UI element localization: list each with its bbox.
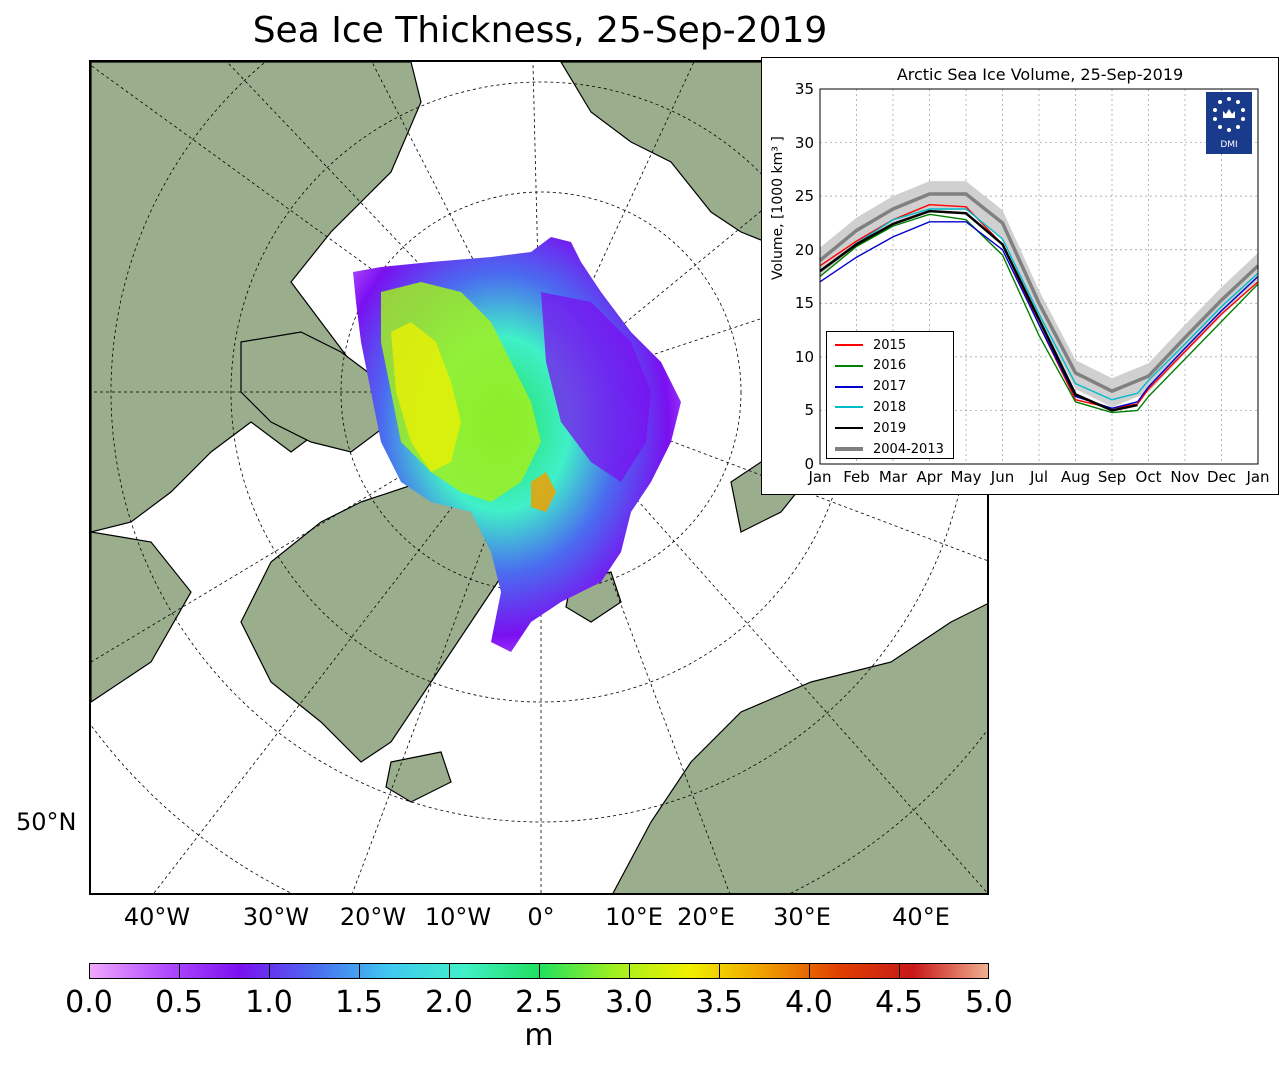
lon-label-30w: 30°W bbox=[242, 903, 310, 931]
x-tick-label: Jan bbox=[1246, 468, 1270, 486]
legend-item: 2017 bbox=[835, 378, 906, 396]
legend-item: 2018 bbox=[835, 398, 906, 416]
legend-label: 2019 bbox=[873, 420, 907, 436]
y-tick-label: 10 bbox=[794, 347, 814, 366]
iceland-land bbox=[385, 751, 452, 803]
colorbar-tick-label: 4.5 bbox=[875, 985, 923, 1020]
colorbar-tick-label: 4.0 bbox=[785, 985, 833, 1020]
legend-label: 2018 bbox=[873, 399, 907, 415]
colorbar-tick-mark bbox=[899, 963, 900, 979]
series-line-2018 bbox=[819, 208, 1259, 401]
y-tick-label: 35 bbox=[794, 80, 814, 98]
volume-chart bbox=[818, 88, 1260, 465]
lon-label-10w: 10°W bbox=[424, 903, 492, 931]
climatology-band bbox=[820, 181, 1258, 408]
legend-swatch bbox=[835, 427, 863, 430]
crown-stars-icon bbox=[1213, 97, 1245, 132]
lon-label-40e: 40°E bbox=[892, 903, 950, 931]
colorbar-tick-mark bbox=[539, 963, 540, 979]
y-tick-label: 15 bbox=[794, 294, 814, 313]
series-line-2019 bbox=[819, 209, 1138, 412]
x-tick-label: Oct bbox=[1135, 468, 1162, 486]
max-ice-patch bbox=[531, 472, 556, 512]
legend-item: 2015 bbox=[835, 336, 906, 354]
x-tick-label: Aug bbox=[1060, 468, 1091, 486]
inset-title: Arctic Sea Ice Volume, 25-Sep-2019 bbox=[896, 65, 1184, 84]
scandinavia-land bbox=[612, 603, 987, 893]
colorbar-unit: m bbox=[524, 1018, 554, 1053]
dmi-logo: DMI bbox=[1206, 92, 1252, 154]
legend-swatch bbox=[835, 344, 863, 346]
series-line-2004-2013 bbox=[818, 192, 1260, 394]
colorbar-tick-mark bbox=[179, 963, 180, 979]
x-tick-label: Sep bbox=[1097, 468, 1127, 486]
legend-label: 2015 bbox=[873, 337, 907, 353]
y-tick-label: 0 bbox=[804, 455, 814, 473]
lon-label-0: 0° bbox=[527, 903, 555, 931]
lon-label-10e: 10°E bbox=[605, 903, 663, 931]
x-tick-label: Mar bbox=[878, 468, 908, 486]
legend-swatch bbox=[835, 447, 863, 451]
x-tick-label: Feb bbox=[843, 468, 870, 486]
inset-legend: 2015 2016 2017 2018 2019 2004-2013 bbox=[826, 331, 954, 459]
x-tick-label: Dec bbox=[1206, 468, 1237, 486]
lon-label-20w: 20°W bbox=[339, 903, 407, 931]
legend-swatch bbox=[835, 385, 863, 388]
legend-label: 2016 bbox=[873, 358, 907, 374]
legend-swatch bbox=[835, 364, 863, 367]
x-tick-label: Nov bbox=[1170, 468, 1200, 486]
legend-label: 2004-2013 bbox=[873, 441, 944, 457]
labrador-land bbox=[91, 531, 192, 703]
dmi-logo-text: DMI bbox=[1220, 140, 1238, 150]
colorbar-tick-label: 0.5 bbox=[155, 985, 203, 1020]
colorbar-tick-mark bbox=[449, 963, 450, 979]
legend-item: 2019 bbox=[835, 419, 906, 437]
y-tick-label: 25 bbox=[794, 187, 814, 206]
colorbar-tick-mark bbox=[809, 963, 810, 979]
colorbar-tick-label: 3.0 bbox=[605, 985, 653, 1020]
colorbar-tick-mark bbox=[719, 963, 720, 979]
lat-label-50n: 50°N bbox=[16, 808, 77, 836]
y-tick-label: 20 bbox=[794, 240, 814, 259]
colorbar-tick-label: 3.5 bbox=[695, 985, 743, 1020]
colorbar-tick-mark bbox=[359, 963, 360, 979]
thicker-ice-zone bbox=[391, 322, 461, 472]
y-tick-label: 30 bbox=[794, 133, 814, 152]
colorbar-tick-mark bbox=[629, 963, 630, 979]
y-tick-label: 5 bbox=[804, 401, 814, 420]
map-canvas bbox=[91, 62, 987, 893]
x-tick-label: May bbox=[950, 468, 982, 486]
colorbar-tick-label: 0.0 bbox=[65, 985, 113, 1020]
x-tick-label: Jan bbox=[808, 468, 832, 486]
colorbar-tick-mark bbox=[269, 963, 270, 979]
colorbar-tick-label: 5.0 bbox=[965, 985, 1013, 1020]
x-tick-label: Jul bbox=[1029, 468, 1049, 486]
x-tick-label: Jun bbox=[990, 468, 1015, 486]
map-title: Sea Ice Thickness, 25-Sep-2019 bbox=[252, 10, 828, 51]
colorbar-tick-label: 1.0 bbox=[245, 985, 293, 1020]
sea-ice-thickness-field bbox=[353, 237, 681, 652]
x-tick-label: Apr bbox=[916, 468, 943, 486]
colorbar-tick-label: 1.5 bbox=[335, 985, 383, 1020]
legend-swatch bbox=[835, 406, 863, 409]
colorbar-tick-label: 2.0 bbox=[425, 985, 473, 1020]
colorbar-tick-label: 2.5 bbox=[515, 985, 563, 1020]
legend-item: 2004-2013 bbox=[835, 440, 944, 458]
lon-label-40w: 40°W bbox=[123, 903, 191, 931]
legend-label: 2017 bbox=[873, 379, 907, 395]
lon-label-20e: 20°E bbox=[677, 903, 735, 931]
legend-item: 2016 bbox=[835, 357, 906, 375]
thin-ice-zone bbox=[541, 292, 651, 482]
series-line-2016 bbox=[819, 213, 1259, 414]
lon-label-30e: 30°E bbox=[773, 903, 831, 931]
series-line-2017 bbox=[819, 221, 1259, 410]
plot-frame bbox=[819, 88, 1259, 465]
